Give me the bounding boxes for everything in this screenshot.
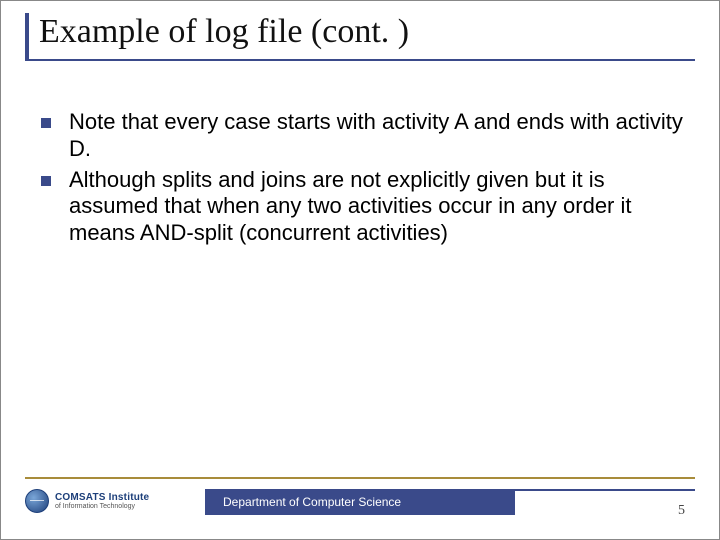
bullet-icon xyxy=(41,118,51,128)
footer-rule xyxy=(515,489,695,515)
footer-bar: Department of Computer Science xyxy=(205,489,515,515)
list-item: Note that every case starts with activit… xyxy=(41,109,683,163)
footer: COMSATS Institute of Information Technol… xyxy=(25,477,695,521)
logo-line2: of Information Technology xyxy=(55,503,149,510)
list-item: Although splits and joins are not explic… xyxy=(41,167,683,247)
footer-department: Department of Computer Science xyxy=(223,495,401,509)
logo: COMSATS Institute of Information Technol… xyxy=(25,489,149,513)
logo-text: COMSATS Institute of Information Technol… xyxy=(55,493,149,510)
globe-icon xyxy=(25,489,49,513)
page-number: 5 xyxy=(678,503,685,519)
slide-title: Example of log file (cont. ) xyxy=(39,13,695,51)
slide: Example of log file (cont. ) Note that e… xyxy=(0,0,720,540)
title-container: Example of log file (cont. ) xyxy=(25,13,695,61)
logo-line1: COMSATS Institute xyxy=(55,493,149,503)
bullet-icon xyxy=(41,176,51,186)
bullet-text: Although splits and joins are not explic… xyxy=(69,167,683,247)
slide-body: Note that every case starts with activit… xyxy=(41,109,683,251)
bullet-text: Note that every case starts with activit… xyxy=(69,109,683,163)
